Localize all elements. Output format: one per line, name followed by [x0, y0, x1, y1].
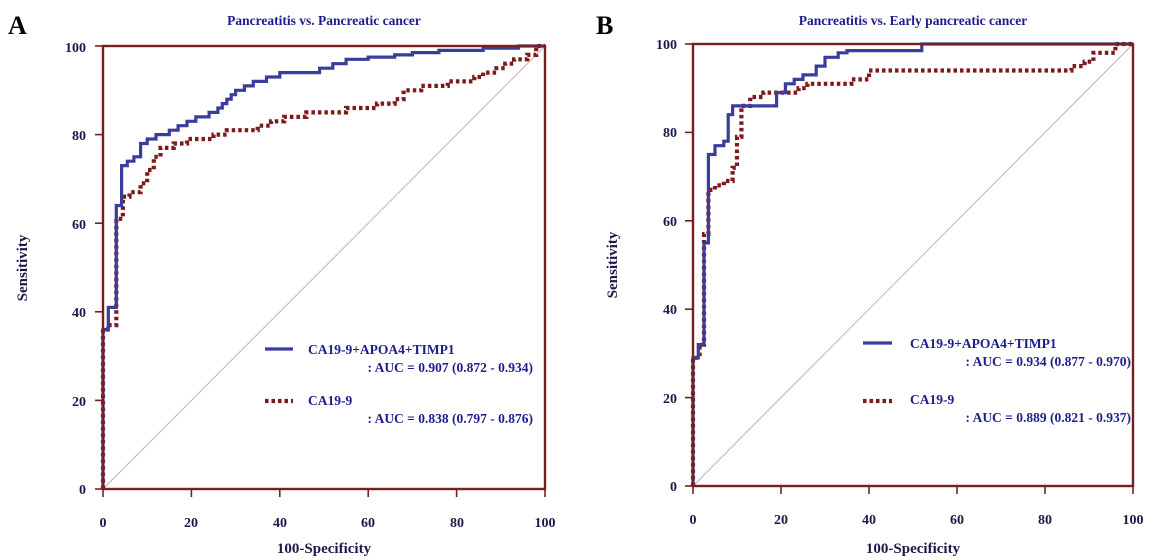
- panel-a-xtick-label: 20: [184, 516, 198, 531]
- panel-b-plot-frame: [691, 42, 1135, 488]
- panel-letter-b: B: [596, 11, 613, 40]
- panel-b-ytick-label: 100: [656, 38, 677, 53]
- panel-b-xtick-label: 100: [1123, 513, 1144, 528]
- panel-b-ytick-label: 80: [663, 126, 677, 141]
- panel-b-ytick-label: 0: [670, 480, 677, 495]
- panel-a-series-ca199-line: [100, 43, 545, 489]
- panel-a-ticks: [95, 45, 546, 497]
- panel-a-y-axis-label: Sensitivity: [15, 234, 31, 301]
- panel-b-ytick-label: 60: [663, 215, 677, 230]
- panel-a-xtick-label: 40: [273, 516, 287, 531]
- legend-series-name: CA19-9: [910, 392, 954, 407]
- legend-auc-text: : AUC = 0.889 (0.821 - 0.937): [965, 410, 1131, 425]
- panel-b-xtick-label: 20: [774, 513, 788, 528]
- panel-a-xtick-label: 80: [450, 516, 464, 531]
- panel-a-legend: CA19-9+APOA4+TIMP1 : AUC = 0.907 (0.872 …: [265, 342, 533, 426]
- panel-a-series-combined-line: [101, 44, 545, 489]
- panel-b-x-axis-label: 100-Specificity: [866, 541, 961, 557]
- panel-b-xtick-label: 60: [950, 513, 964, 528]
- panel-b-reference-diagonal: [692, 43, 1134, 487]
- legend-series-name: CA19-9+APOA4+TIMP1: [910, 336, 1057, 351]
- panel-b-series-combined-line: [691, 42, 1133, 486]
- panel-a-ytick-label: 0: [79, 483, 86, 498]
- panel-letter-a: A: [8, 11, 27, 40]
- panel-b-xtick-label: 80: [1038, 513, 1052, 528]
- panel-a-ytick-label: 100: [65, 41, 86, 56]
- panel-a: A Pancreatitis vs. Pancreatic cancer 0 2…: [8, 11, 556, 557]
- panel-b-xtick-label: 40: [862, 513, 876, 528]
- panel-a-reference-diagonal: [102, 45, 546, 490]
- panel-a-x-axis-label: 100-Specificity: [277, 541, 372, 557]
- panel-a-xtick-label: 100: [535, 516, 556, 531]
- legend-series-name: CA19-9+APOA4+TIMP1: [308, 342, 455, 357]
- legend-auc-text: : AUC = 0.934 (0.877 - 0.970): [965, 354, 1131, 369]
- panel-a-xtick-label: 0: [100, 516, 107, 531]
- panel-a-title: Pancreatitis vs. Pancreatic cancer: [227, 13, 421, 28]
- panel-a-ytick-label: 40: [72, 306, 86, 321]
- panel-a-xtick-label: 60: [361, 516, 375, 531]
- panel-b-xtick-label: 0: [690, 513, 697, 528]
- legend-auc-text: : AUC = 0.838 (0.797 - 0.876): [367, 411, 533, 426]
- panel-a-ytick-label: 80: [72, 129, 86, 144]
- panel-b-ytick-label: 40: [663, 303, 677, 318]
- legend-auc-text: : AUC = 0.907 (0.872 - 0.934): [367, 360, 533, 375]
- panel-b: B Pancreatitis vs. Early pancreatic canc…: [596, 11, 1144, 557]
- panel-b-y-axis-label: Sensitivity: [605, 231, 621, 298]
- panel-b-title: Pancreatitis vs. Early pancreatic cancer: [799, 13, 1028, 28]
- panel-b-ytick-label: 20: [663, 392, 677, 407]
- panel-a-ytick-label: 60: [72, 218, 86, 233]
- panel-a-plot-frame: [101, 44, 547, 491]
- legend-series-name: CA19-9: [308, 393, 352, 408]
- panel-a-ytick-label: 20: [72, 395, 86, 410]
- panel-b-legend: CA19-9+APOA4+TIMP1 : AUC = 0.934 (0.877 …: [863, 336, 1131, 425]
